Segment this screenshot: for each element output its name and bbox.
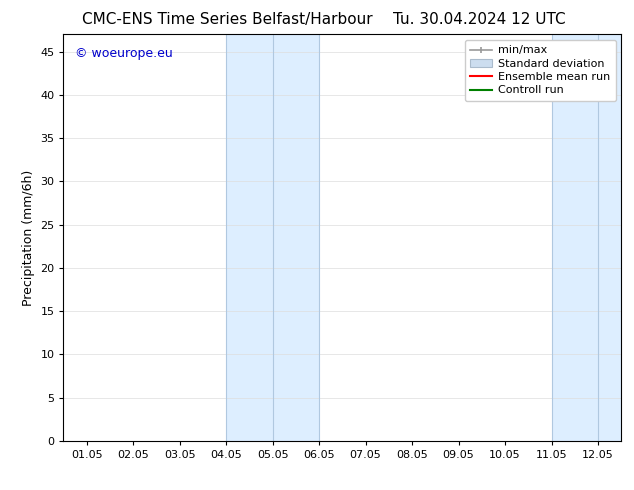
Text: © woeurope.eu: © woeurope.eu [75, 47, 172, 59]
Bar [226, 34, 319, 441]
Legend: min/max, Standard deviation, Ensemble mean run, Controll run: min/max, Standard deviation, Ensemble me… [465, 40, 616, 101]
Text: Tu. 30.04.2024 12 UTC: Tu. 30.04.2024 12 UTC [393, 12, 566, 27]
Bar [552, 34, 621, 441]
Text: CMC-ENS Time Series Belfast/Harbour: CMC-ENS Time Series Belfast/Harbour [82, 12, 373, 27]
Y-axis label: Precipitation (mm/6h): Precipitation (mm/6h) [22, 170, 35, 306]
